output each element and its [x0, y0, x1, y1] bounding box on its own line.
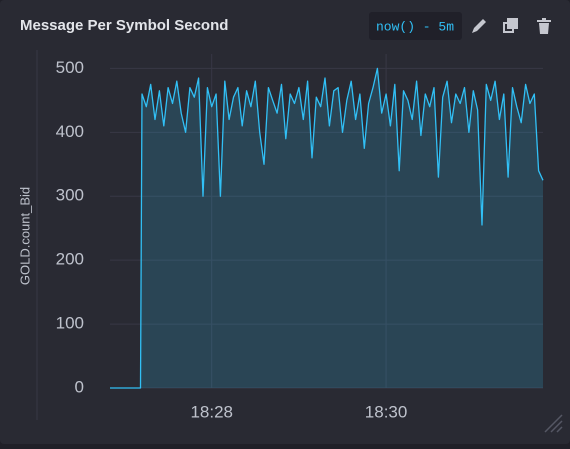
y-tick-label: 100 — [56, 314, 84, 333]
time-range-badge[interactable] — [369, 12, 462, 40]
panel-title: Message Per Symbol Second — [20, 17, 228, 34]
y-tick-label: 500 — [56, 58, 84, 77]
y-tick-label: 200 — [56, 250, 84, 269]
x-tick-label: 18:30 — [365, 402, 408, 421]
x-tick-label: 18:28 — [190, 402, 233, 421]
y-axis-label: GOLD.count_Bid — [17, 187, 32, 285]
time-range: now() - 5m — [376, 19, 454, 34]
y-tick-label: 0 — [75, 377, 84, 396]
delete-icon[interactable] — [537, 18, 551, 34]
clone-icon[interactable] — [503, 18, 518, 33]
edit-icon[interactable] — [472, 19, 486, 33]
y-tick-label: 300 — [56, 186, 84, 205]
resize-grip[interactable] — [544, 414, 563, 433]
line — [110, 67, 544, 389]
y-tick-label: 400 — [56, 122, 84, 141]
